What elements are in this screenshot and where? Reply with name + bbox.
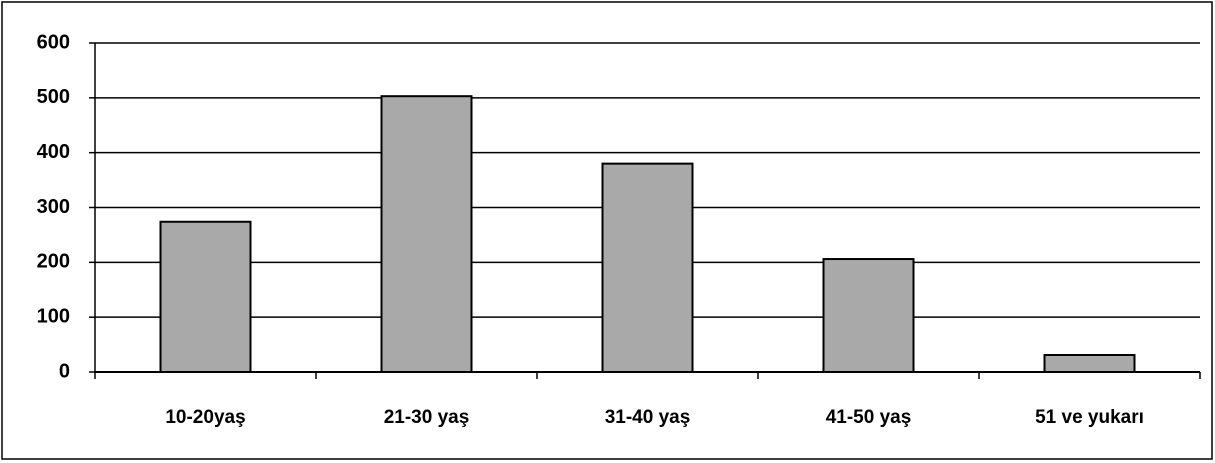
y-tick-label: 100 [37, 305, 70, 327]
y-tick-label: 400 [37, 141, 70, 163]
bar [159, 220, 252, 373]
y-tick-label: 200 [37, 251, 70, 273]
y-tick-label: 300 [37, 196, 70, 218]
y-tick-label: 600 [37, 31, 70, 53]
bar [380, 95, 473, 374]
x-tick-label: 21-30 yaş [384, 407, 470, 428]
x-tick-label: 31-40 yaş [605, 407, 691, 428]
x-tick-label: 41-50 yaş [826, 407, 912, 428]
bar [822, 258, 915, 373]
y-tick-label: 0 [59, 360, 70, 382]
bar [1043, 354, 1136, 374]
bar [601, 162, 694, 373]
x-tick-label: 10-20yaş [165, 407, 245, 428]
y-tick-label: 500 [37, 86, 70, 108]
x-tick-label: 51 ve yukarı [1035, 407, 1144, 428]
